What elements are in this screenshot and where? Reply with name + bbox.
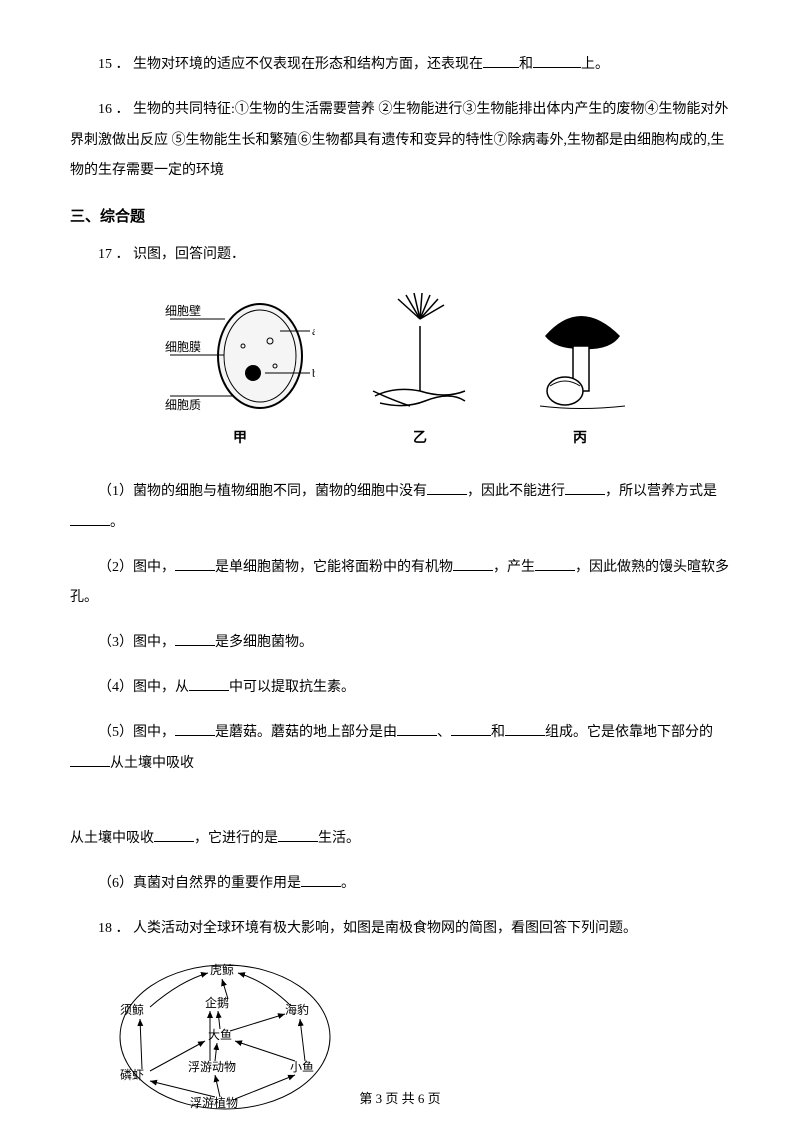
t: 是蘑菇。蘑菇的地上部分是由 xyxy=(215,725,397,740)
t: 。 xyxy=(341,876,355,891)
node: 企鹅 xyxy=(205,995,229,1010)
blank xyxy=(453,557,493,571)
q16-num: 16 ． xyxy=(98,102,130,117)
question-17-stem: 17 ． 识图，回答问题． xyxy=(70,240,730,271)
question-15: 15 ． 生物对环境的适应不仅表现在形态和结构方面，还表现在 和 上。 xyxy=(70,50,730,81)
label-cell-membrane: 细胞膜 xyxy=(165,340,201,354)
node: 小鱼 xyxy=(290,1060,314,1074)
t: ，所以营养方式是 xyxy=(605,484,717,499)
t: 和 xyxy=(491,725,505,740)
t: （6）真菌对自然界的重要作用是 xyxy=(98,876,301,891)
label-cytoplasm: 细胞质 xyxy=(165,398,201,412)
blank xyxy=(154,828,194,842)
blank xyxy=(175,722,215,736)
t: 组成。它是依靠地下部分的 xyxy=(545,725,713,740)
question-16: 16 ． 生物的共同特征:①生物的生活需要营养 ②生物能进行③生物能排出体内产生… xyxy=(70,95,730,187)
q15-b: 和 xyxy=(519,57,533,72)
t: 从土壤中吸收 xyxy=(70,831,154,846)
q17-p5: （5）图中，是蘑菇。蘑菇的地上部分是由、和组成。它是依靠地下部分的从土壤中吸收 … xyxy=(70,718,730,810)
blank xyxy=(189,677,229,691)
node: 大鱼 xyxy=(208,1028,232,1042)
label-b: b xyxy=(312,366,315,380)
q18-text: 人类活动对全球环境有极大影响，如图是南极食物网的简图，看图回答下列问题。 xyxy=(133,921,637,936)
t: 中可以提取抗生素。 xyxy=(229,680,355,695)
cell-diagram-icon: 细胞壁 细胞膜 细胞质 a b xyxy=(165,291,315,421)
figure-yi: 乙 xyxy=(365,291,475,447)
blank xyxy=(505,722,545,736)
q17-p1: （1）菌物的细胞与植物细胞不同，菌物的细胞中没有 ，因此不能进行 ，所以营养方式是。 xyxy=(70,477,730,539)
t: ，因此不能进行 xyxy=(467,484,565,499)
mushroom-diagram-icon xyxy=(525,291,635,421)
t: 生活。 xyxy=(318,831,360,846)
t: （5）图中， xyxy=(98,725,175,740)
t: ，产生 xyxy=(493,560,535,575)
label-cell-wall: 细胞壁 xyxy=(165,303,201,318)
node: 虎鲸 xyxy=(210,962,234,977)
blank xyxy=(533,54,581,68)
fig-label-bing: 丙 xyxy=(525,427,635,447)
q17-p4: （4）图中，从 中可以提取抗生素。 xyxy=(70,673,730,704)
blank xyxy=(427,481,467,495)
q15-num: 15 ． xyxy=(98,57,130,72)
q17-p3: （3）图中， 是多细胞菌物。 xyxy=(70,628,730,659)
figure-jia: 细胞壁 细胞膜 细胞质 a b 甲 xyxy=(165,291,315,447)
question-18: 18 ． 人类活动对全球环境有极大影响，如图是南极食物网的简图，看图回答下列问题… xyxy=(70,914,730,945)
t: ，它进行的是 xyxy=(194,831,278,846)
blank xyxy=(483,54,519,68)
blank xyxy=(278,828,318,842)
q17-p5b: 从土壤中吸收 从土壤中吸收，它进行的是生活。 xyxy=(70,824,730,855)
t: （4）图中，从 xyxy=(98,680,189,695)
q18-num: 18 ． xyxy=(98,921,130,936)
q15-c: 上。 xyxy=(581,57,609,72)
blank xyxy=(175,557,215,571)
t: 是单细胞菌物，它能将面粉中的有机物 xyxy=(215,560,453,575)
figure-bing: 丙 xyxy=(525,291,635,447)
q16-text: 生物的共同特征:①生物的生活需要营养 ②生物能进行③生物能排出体内产生的废物④生… xyxy=(70,102,728,179)
fig-label-jia: 甲 xyxy=(165,427,315,447)
q17-num: 17 ． xyxy=(98,247,130,262)
t: 、 xyxy=(437,725,451,740)
blank xyxy=(397,722,437,736)
blank xyxy=(535,557,575,571)
page-footer: 第 3 页 共 6 页 xyxy=(0,1088,800,1107)
fig-label-yi: 乙 xyxy=(365,427,475,447)
mold-diagram-icon xyxy=(365,291,475,421)
q17-stem-text: 识图，回答问题． xyxy=(133,247,245,262)
section-3-heading: 三、综合题 xyxy=(70,205,730,226)
q17-p6: （6）真菌对自然界的重要作用是 。 xyxy=(70,869,730,900)
label-a: a xyxy=(312,324,315,338)
blank xyxy=(175,632,215,646)
t: 是多细胞菌物。 xyxy=(215,635,313,650)
q17-p2: （2）图中，是单细胞菌物，它能将面粉中的有机物，产生，因此做熟的馒头暄软多孔。 xyxy=(70,553,730,615)
t: （1）菌物的细胞与植物细胞不同，菌物的细胞中没有 xyxy=(98,484,427,499)
blank xyxy=(70,512,110,526)
blank xyxy=(451,722,491,736)
figure-row: 细胞壁 细胞膜 细胞质 a b 甲 乙 xyxy=(70,291,730,447)
blank xyxy=(565,481,605,495)
blank xyxy=(301,873,341,887)
t: 。 xyxy=(110,515,124,530)
node: 浮游动物 xyxy=(188,1060,236,1074)
q15-a: 生物对环境的适应不仅表现在形态和结构方面，还表现在 xyxy=(133,57,483,72)
t: （2）图中， xyxy=(98,560,175,575)
blank xyxy=(70,753,110,767)
t: （3）图中， xyxy=(98,635,175,650)
t: 从土壤中吸收 xyxy=(110,756,194,771)
